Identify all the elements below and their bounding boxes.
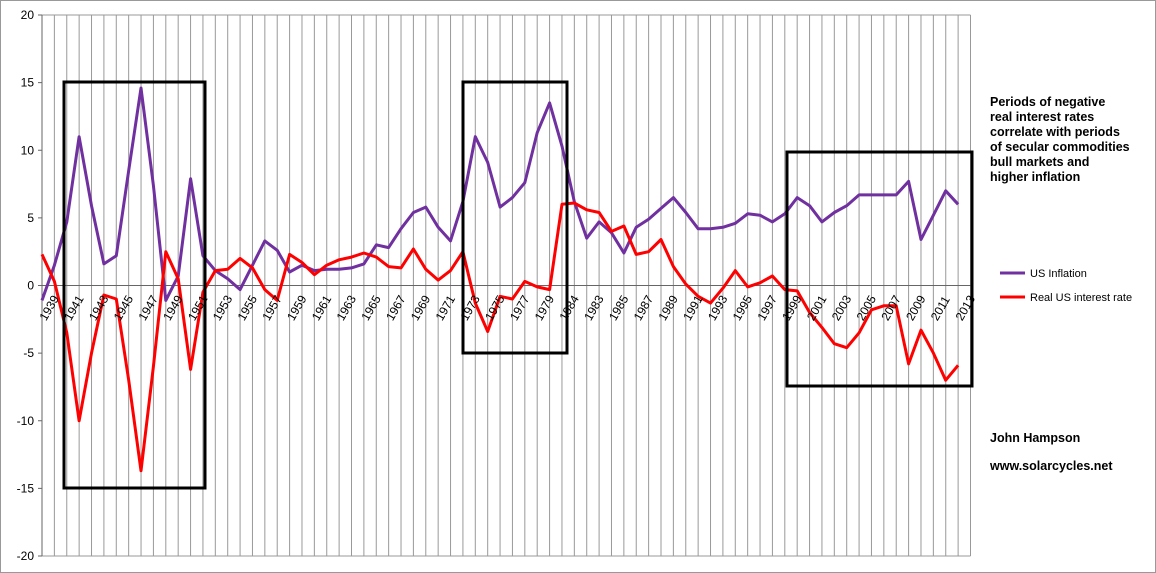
legend-label: US Inflation	[1030, 268, 1087, 280]
series-line	[40, 86, 960, 302]
y-tick-label: 0	[27, 279, 34, 293]
y-tick-label: -15	[17, 481, 35, 495]
y-tick-label: -20	[17, 549, 35, 563]
annotation: higher inflation	[990, 170, 1080, 184]
legend: US Inflation Real US interest rate	[1000, 268, 1132, 304]
series-line	[40, 201, 960, 473]
highlight-boxes	[62, 80, 974, 490]
website: www.solarcycles.net	[989, 459, 1113, 473]
author: John Hampson	[990, 431, 1080, 445]
y-tick-label: 5	[27, 211, 34, 225]
annotation: Periods of negative	[990, 95, 1105, 109]
y-tick-label: 15	[21, 76, 35, 90]
box	[461, 80, 569, 355]
annotation: bull markets and	[990, 155, 1089, 169]
y-tick-label: 20	[21, 8, 35, 22]
annotation: of secular commodities	[990, 140, 1130, 154]
y-tick-label: 10	[21, 143, 35, 157]
annotation: correlate with periods	[990, 125, 1120, 139]
box	[785, 150, 974, 388]
lines	[40, 86, 960, 473]
y-tick-label: -10	[17, 414, 35, 428]
y-tick-label: -5	[23, 346, 34, 360]
legend-label: Real US interest rate	[1030, 292, 1132, 304]
box	[62, 80, 207, 490]
annotation: real interest rates	[990, 110, 1094, 124]
